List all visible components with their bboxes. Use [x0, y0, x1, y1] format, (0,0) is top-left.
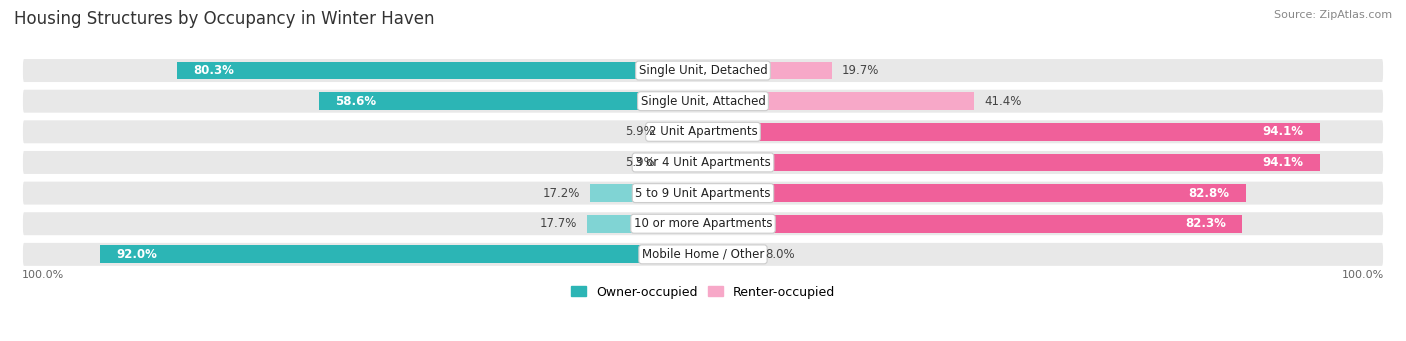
FancyBboxPatch shape	[21, 241, 1385, 267]
Legend: Owner-occupied, Renter-occupied: Owner-occupied, Renter-occupied	[567, 281, 839, 303]
Text: 17.2%: 17.2%	[543, 187, 581, 199]
Text: Single Unit, Detached: Single Unit, Detached	[638, 64, 768, 77]
Bar	[665, 153, 703, 171]
Text: 92.0%: 92.0%	[117, 248, 157, 261]
Text: 58.6%: 58.6%	[336, 95, 377, 108]
FancyBboxPatch shape	[21, 58, 1385, 84]
Bar	[703, 246, 755, 263]
Bar	[703, 92, 974, 110]
Text: 100.0%: 100.0%	[1343, 270, 1385, 280]
Text: 80.3%: 80.3%	[193, 64, 235, 77]
Text: Housing Structures by Occupancy in Winter Haven: Housing Structures by Occupancy in Winte…	[14, 10, 434, 28]
Text: 19.7%: 19.7%	[842, 64, 879, 77]
FancyBboxPatch shape	[21, 119, 1385, 145]
Text: 41.4%: 41.4%	[984, 95, 1022, 108]
Bar	[703, 123, 1320, 141]
Text: 94.1%: 94.1%	[1263, 156, 1303, 169]
Text: 100.0%: 100.0%	[21, 270, 63, 280]
Text: 82.8%: 82.8%	[1188, 187, 1229, 199]
Bar	[703, 184, 1246, 202]
Text: 8.0%: 8.0%	[765, 248, 794, 261]
Text: 5.9%: 5.9%	[624, 156, 655, 169]
Bar	[591, 184, 703, 202]
Text: Source: ZipAtlas.com: Source: ZipAtlas.com	[1274, 10, 1392, 20]
Bar	[703, 153, 1320, 171]
Bar	[319, 92, 703, 110]
Text: 82.3%: 82.3%	[1185, 217, 1226, 230]
Text: 5.9%: 5.9%	[624, 125, 655, 138]
Bar	[665, 123, 703, 141]
Text: 5 to 9 Unit Apartments: 5 to 9 Unit Apartments	[636, 187, 770, 199]
Text: Mobile Home / Other: Mobile Home / Other	[641, 248, 765, 261]
Bar	[177, 62, 703, 79]
Text: 3 or 4 Unit Apartments: 3 or 4 Unit Apartments	[636, 156, 770, 169]
Text: Single Unit, Attached: Single Unit, Attached	[641, 95, 765, 108]
Text: 10 or more Apartments: 10 or more Apartments	[634, 217, 772, 230]
Text: 94.1%: 94.1%	[1263, 125, 1303, 138]
FancyBboxPatch shape	[21, 88, 1385, 114]
Bar	[703, 62, 832, 79]
Text: 2 Unit Apartments: 2 Unit Apartments	[648, 125, 758, 138]
Bar	[588, 215, 703, 233]
Text: 17.7%: 17.7%	[540, 217, 578, 230]
Bar	[703, 215, 1243, 233]
FancyBboxPatch shape	[21, 180, 1385, 206]
Bar	[100, 246, 703, 263]
FancyBboxPatch shape	[21, 211, 1385, 237]
FancyBboxPatch shape	[21, 150, 1385, 175]
